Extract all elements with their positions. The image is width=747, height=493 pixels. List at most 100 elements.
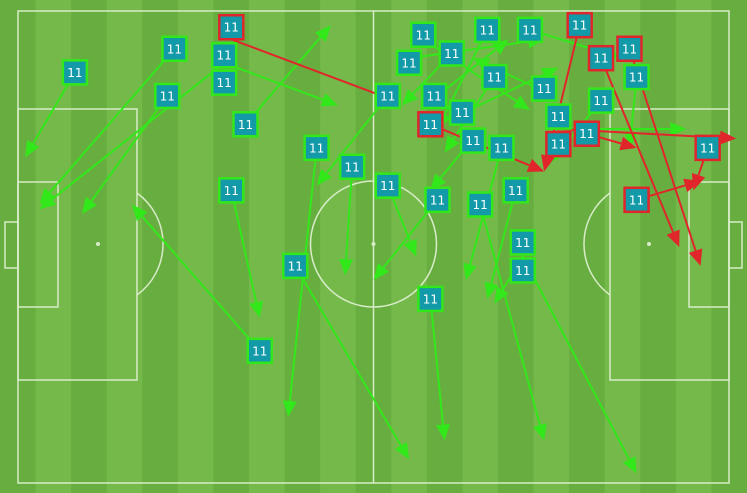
arrowhead-icon — [25, 139, 40, 158]
player-badge[interactable]: 11 — [448, 99, 476, 126]
player-number: 11 — [423, 118, 438, 132]
badge-box — [420, 82, 448, 110]
pitch-stripe — [569, 0, 606, 493]
pass-arrow-success — [339, 166, 354, 276]
player-number: 11 — [551, 138, 566, 152]
player-number: 11 — [508, 184, 523, 198]
badge-box — [545, 103, 572, 130]
player-badge[interactable]: 11 — [161, 35, 188, 63]
player-badge[interactable]: 11 — [587, 44, 615, 72]
player-badge[interactable]: 11 — [210, 41, 238, 69]
player-badge[interactable]: 11 — [459, 127, 487, 154]
pass-line — [429, 298, 444, 425]
player-number: 11 — [167, 42, 182, 56]
player-number: 11 — [224, 21, 239, 35]
arrowhead-icon — [683, 178, 701, 193]
player-badge[interactable]: 11 — [374, 82, 401, 110]
player-number: 11 — [309, 141, 324, 155]
pass-line — [230, 190, 258, 303]
arrowhead-icon — [430, 173, 446, 191]
player-badge[interactable]: 11 — [218, 13, 245, 41]
player-badge[interactable]: 11 — [623, 186, 650, 214]
arrowhead-icon — [494, 286, 509, 304]
player-number: 11 — [380, 89, 395, 103]
player-badge[interactable]: 11 — [395, 49, 423, 77]
player-badge[interactable]: 11 — [474, 16, 501, 44]
player-badge[interactable]: 11 — [374, 172, 401, 199]
arrowhead-icon — [619, 136, 637, 151]
arrowhead-icon — [39, 187, 56, 205]
player-badge[interactable]: 11 — [566, 11, 593, 39]
player-badge[interactable]: 11 — [509, 229, 537, 256]
player-badge[interactable]: 11 — [424, 186, 451, 214]
player-badge[interactable]: 11 — [246, 337, 273, 365]
arrowhead-icon — [131, 204, 148, 222]
arrowhead-icon — [463, 262, 477, 281]
badge-box — [623, 63, 650, 91]
arrowhead-icon — [394, 442, 410, 460]
player-badge[interactable]: 11 — [61, 59, 89, 86]
left-penalty-arc — [136, 192, 164, 296]
player-number: 11 — [160, 89, 175, 103]
badge-box — [374, 82, 401, 110]
arrowhead-icon — [670, 122, 687, 136]
player-number: 11 — [345, 160, 360, 174]
player-badge[interactable]: 11 — [573, 120, 601, 147]
pass-line — [90, 95, 169, 202]
pass-arrow-success — [479, 204, 547, 441]
player-badge[interactable]: 11 — [466, 191, 494, 218]
player-badge[interactable]: 11 — [282, 252, 309, 280]
arrowhead-icon — [541, 154, 555, 172]
pass-line — [479, 204, 541, 426]
badge-box — [161, 35, 188, 63]
player-badge[interactable]: 11 — [218, 177, 245, 204]
player-number: 11 — [217, 49, 232, 63]
arrowhead-icon — [39, 193, 57, 210]
player-badge[interactable]: 11 — [338, 153, 366, 181]
pass-line — [521, 255, 631, 460]
pass-arrow-success — [223, 61, 338, 107]
player-badge[interactable]: 11 — [509, 257, 537, 284]
player-number: 11 — [487, 71, 502, 85]
player-badge[interactable]: 11 — [481, 63, 508, 91]
player-badge[interactable]: 11 — [232, 111, 259, 138]
player-number: 11 — [217, 76, 232, 90]
player-badge[interactable]: 11 — [488, 134, 515, 162]
arrowhead-icon — [624, 131, 639, 148]
player-badge[interactable]: 11 — [154, 82, 181, 110]
player-badge[interactable]: 11 — [623, 63, 650, 91]
player-badge[interactable]: 11 — [516, 16, 544, 44]
pass-line — [408, 40, 529, 60]
player-badge[interactable]: 11 — [502, 177, 529, 204]
badge-box — [438, 40, 465, 67]
player-number: 11 — [416, 28, 431, 42]
pass-arrow-success — [521, 255, 637, 474]
player-badge[interactable]: 11 — [210, 69, 238, 96]
player-badge[interactable]: 11 — [417, 111, 444, 138]
right-penalty-spot — [647, 242, 651, 246]
player-badge[interactable]: 11 — [587, 87, 615, 114]
badge-box — [210, 41, 238, 69]
badge-box — [395, 49, 423, 77]
player-badge[interactable]: 11 — [303, 134, 330, 162]
player-badge[interactable]: 11 — [410, 21, 437, 49]
player-badge[interactable]: 11 — [530, 75, 558, 102]
player-badge[interactable]: 11 — [420, 82, 448, 110]
arrowhead-icon — [719, 130, 737, 145]
player-number: 11 — [579, 127, 594, 141]
player-badge[interactable]: 11 — [616, 35, 643, 63]
player-badge[interactable]: 11 — [417, 285, 444, 313]
player-badge[interactable]: 11 — [694, 134, 721, 162]
badge-box — [417, 111, 444, 138]
left-goal — [4, 221, 19, 269]
arrowhead-icon — [403, 238, 417, 257]
player-badge[interactable]: 11 — [545, 130, 572, 158]
player-number: 11 — [622, 42, 637, 56]
player-badge[interactable]: 11 — [438, 40, 465, 67]
badge-box — [509, 229, 537, 256]
player-badge[interactable]: 11 — [545, 103, 572, 130]
player-number: 11 — [593, 94, 608, 108]
player-number: 11 — [551, 110, 566, 124]
player-number: 11 — [224, 184, 239, 198]
